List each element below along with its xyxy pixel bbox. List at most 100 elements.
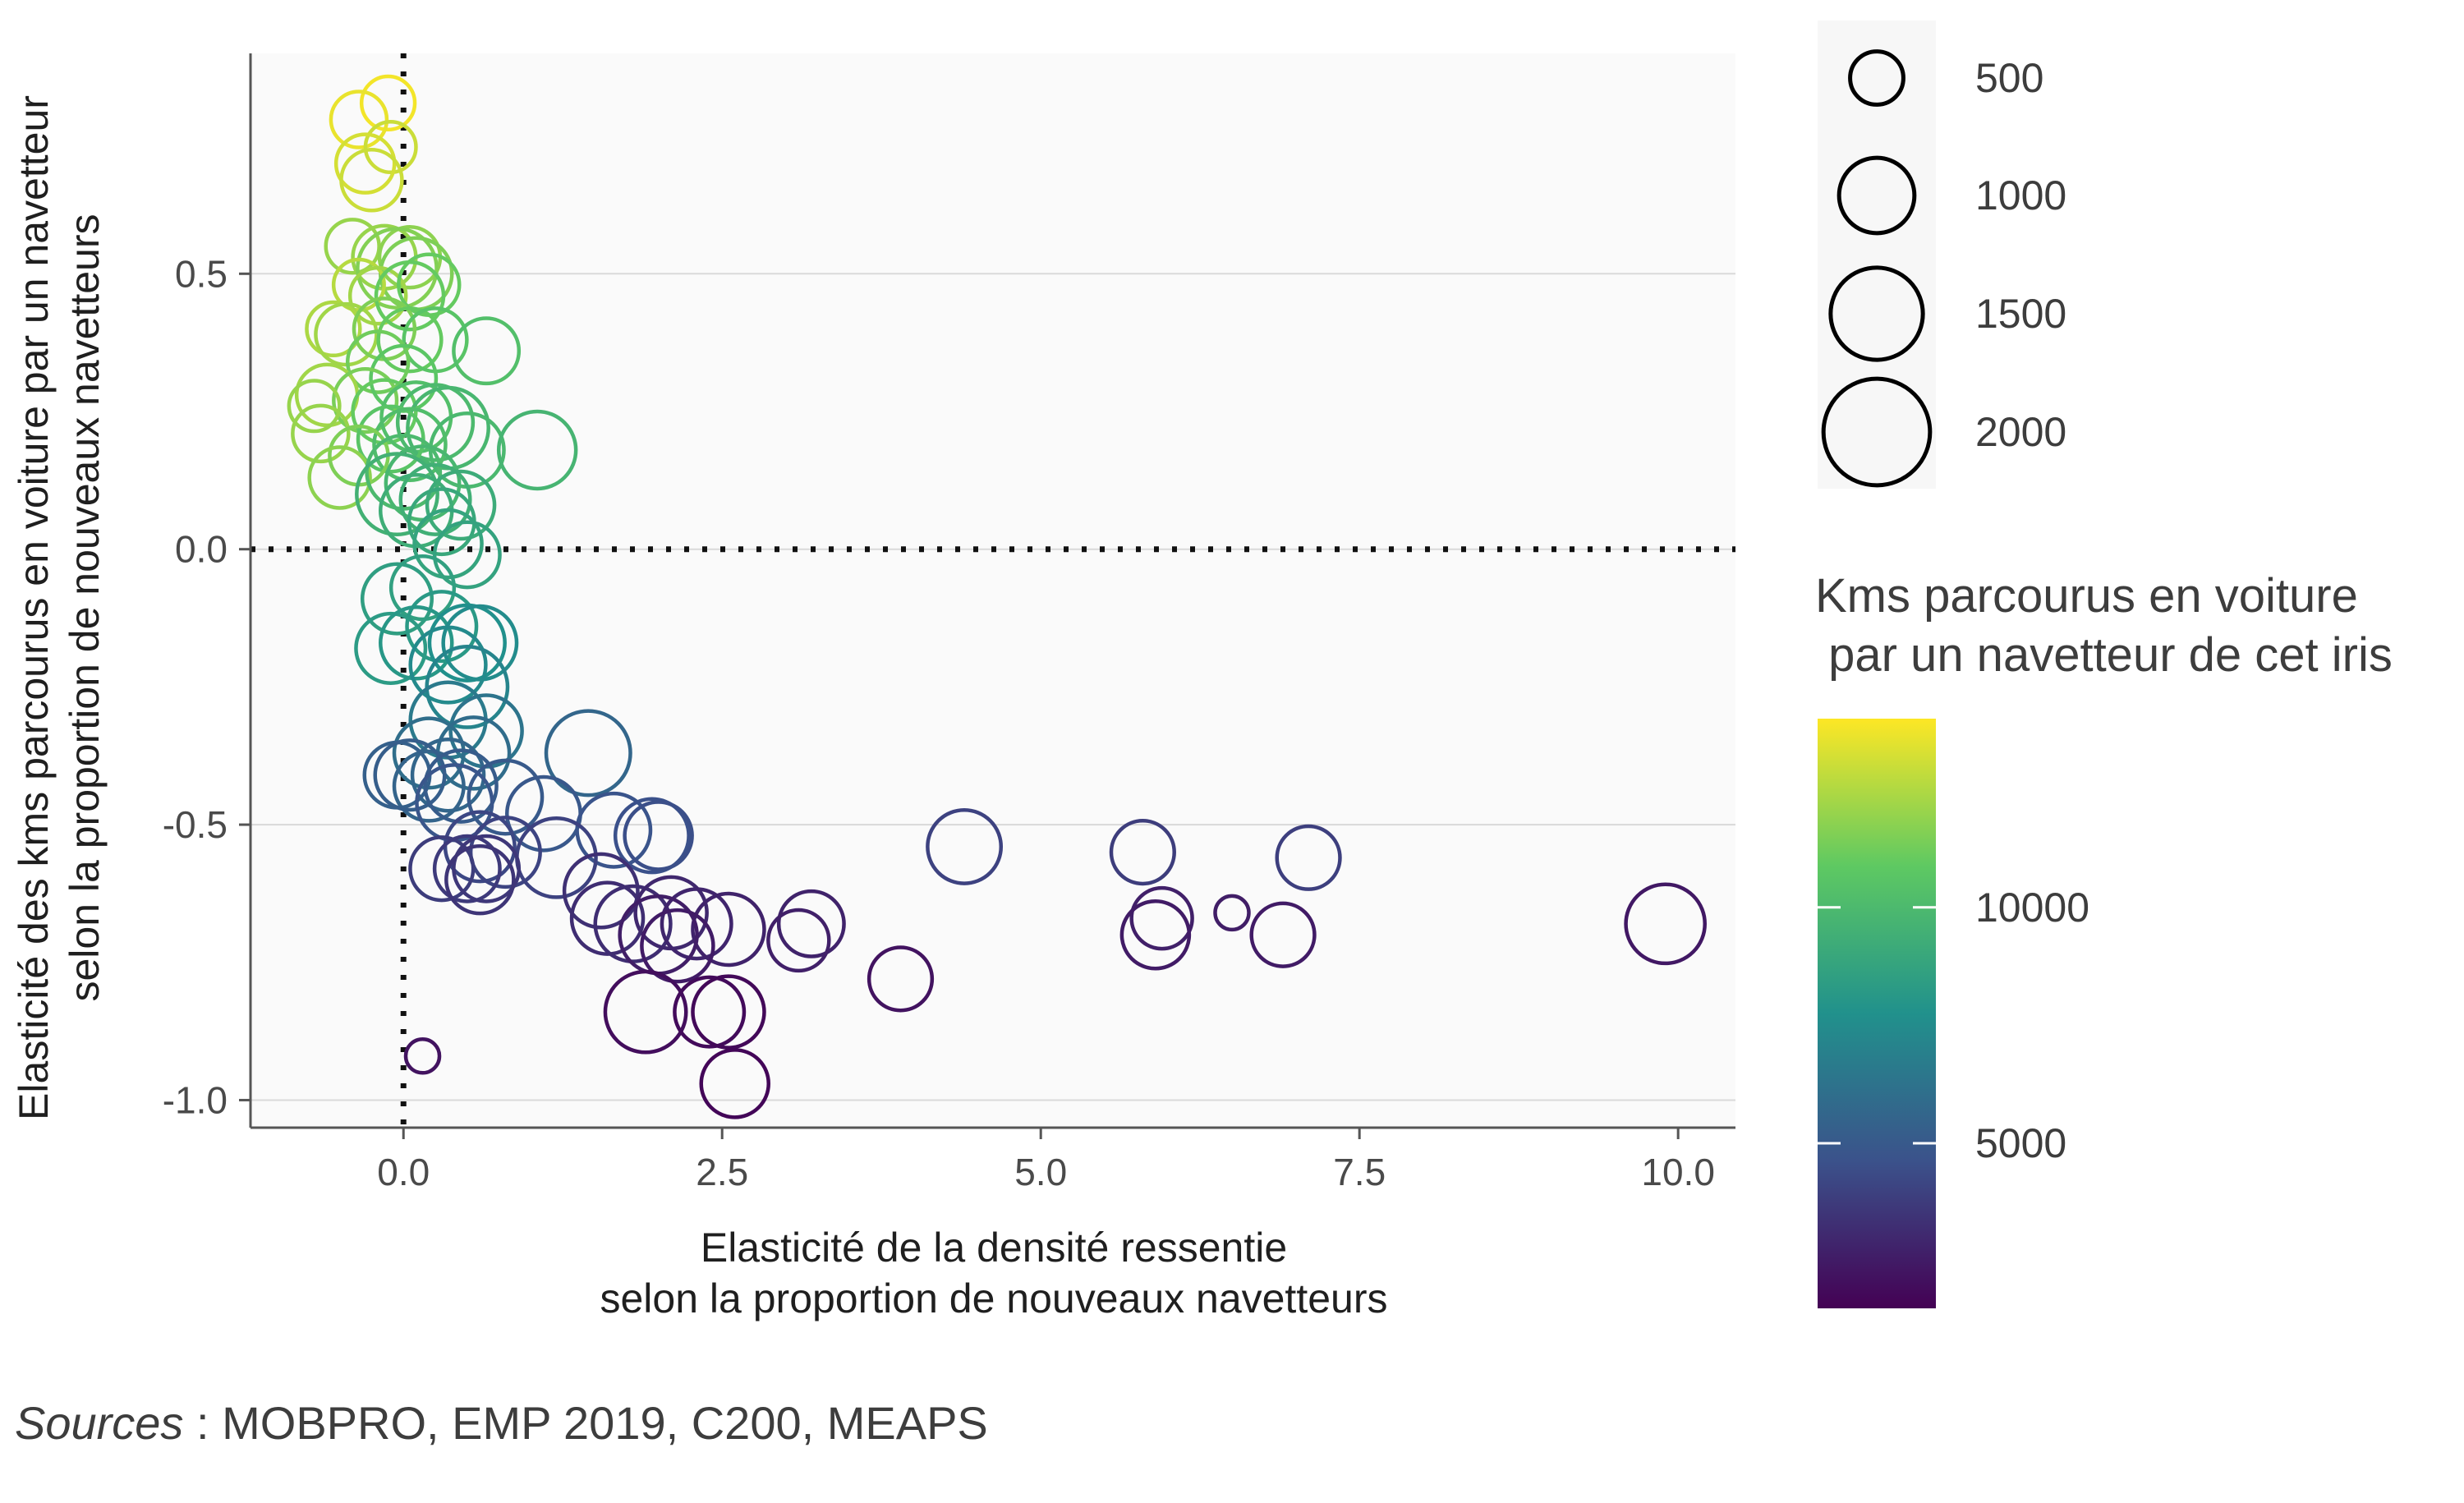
data-point: [444, 843, 516, 916]
plot-panel: [251, 53, 1735, 1128]
sources-label: Sources: [15, 1397, 184, 1449]
data-point: [603, 969, 688, 1055]
data-point: [699, 1048, 770, 1119]
y-axis-title: Elasticité des kms parcourus en voiture …: [8, 41, 115, 1174]
size-legend-panel: [1818, 21, 1936, 489]
data-point: [376, 306, 444, 374]
data-point: [408, 625, 488, 705]
x-tick-label: 2.5: [696, 1151, 748, 1193]
data-point: [372, 407, 448, 482]
data-point: [640, 908, 715, 984]
y-tick-label: 0.0: [175, 528, 228, 571]
data-point: [332, 366, 399, 434]
data-point: [432, 520, 502, 590]
data-point: [1213, 894, 1251, 932]
data-point: [354, 611, 428, 685]
data-point: [1275, 824, 1342, 891]
size-legend-label: 2000: [1975, 409, 2066, 455]
size-legend-circle: [1821, 376, 1933, 488]
data-point: [345, 329, 411, 394]
data-point: [427, 603, 507, 683]
data-point: [575, 791, 653, 869]
data-point: [1624, 882, 1707, 966]
data-point: [398, 462, 472, 536]
data-point: [392, 749, 466, 823]
x-axis-title: Elasticité de la densité ressentie selon…: [460, 1222, 1528, 1324]
data-point: [363, 120, 418, 175]
x-axis-title-line-1: Elasticité de la densité ressentie: [700, 1225, 1288, 1271]
data-point: [405, 590, 479, 664]
data-point: [360, 562, 434, 636]
data-point: [452, 316, 522, 386]
data-point: [562, 852, 640, 930]
size-legend-label: 500: [1975, 55, 2043, 101]
data-point: [412, 508, 484, 580]
y-tick-label: -0.5: [163, 803, 228, 846]
axes: -1.0 -0.5 0.0 0.5 0.0 2.5 5.0 7.5 10.0: [163, 53, 1735, 1193]
data-point: [307, 445, 372, 510]
data-point: [569, 880, 646, 956]
data-point: [926, 807, 1004, 885]
data-point: [425, 469, 497, 541]
data-point: [623, 800, 694, 871]
size-legend-circle: [1848, 49, 1905, 107]
scatter-points: [287, 74, 1707, 1119]
data-point: [468, 816, 542, 889]
data-point: [374, 260, 446, 332]
data-point: [287, 379, 342, 434]
data-point: [432, 834, 502, 903]
x-axis-title-line-2: selon la proportion de nouveaux navetteu…: [600, 1275, 1388, 1321]
data-point: [291, 403, 351, 464]
data-point: [408, 835, 476, 903]
data-point: [423, 748, 499, 824]
data-point: [766, 908, 831, 973]
data-point: [660, 887, 733, 961]
size-legend-label: 1000: [1975, 172, 2066, 218]
color-legend-title: Kms parcourus en voiture par un navetteu…: [1815, 569, 2393, 682]
data-point: [1129, 885, 1194, 951]
x-tick-label: 5.0: [1014, 1151, 1067, 1193]
data-point: [388, 554, 457, 622]
data-point: [379, 604, 454, 681]
data-point: [333, 132, 397, 195]
size-legend-circle: [1828, 265, 1925, 362]
colorbar: [1818, 719, 1936, 1308]
data-point: [359, 74, 417, 132]
y-axis-title-line-2: selon la proportion de nouveaux navetteu…: [62, 214, 108, 1002]
data-point: [691, 974, 766, 1050]
data-point: [324, 218, 381, 275]
data-point: [329, 90, 389, 149]
data-point: [355, 452, 439, 537]
data-point: [691, 891, 766, 968]
colorbar-tick-label: 5000: [1975, 1120, 2066, 1166]
data-point: [544, 709, 632, 797]
data-point: [613, 797, 691, 875]
data-point: [373, 738, 447, 812]
x-tick-label: 10.0: [1641, 1151, 1715, 1193]
data-point: [1119, 899, 1192, 971]
data-point: [673, 975, 747, 1049]
x-tick-label: 7.5: [1333, 1151, 1386, 1193]
data-point: [403, 1037, 442, 1075]
y-tick-label: 0.5: [175, 252, 228, 295]
data-point: [1249, 901, 1317, 968]
y-axis-title-line-1: Elasticité des kms parcourus en voiture …: [11, 95, 57, 1120]
data-point: [441, 604, 519, 682]
data-point: [1109, 819, 1176, 886]
data-point: [496, 409, 578, 491]
data-point: [395, 383, 476, 462]
data-point: [356, 227, 439, 310]
data-point: [305, 300, 362, 358]
x-tick-label: 0.0: [377, 1151, 430, 1193]
data-point: [867, 945, 935, 1013]
color-legend: 5000 10000: [1818, 719, 2089, 1308]
data-point: [467, 758, 545, 836]
size-legend: 500 1000 1500 2000: [1818, 21, 2066, 489]
reference-lines: [251, 53, 1735, 1128]
data-point: [356, 404, 425, 474]
y-tick-label: -1.0: [163, 1078, 228, 1121]
sources-note: Sources : MOBPRO, EMP 2019, C200, MEAPS: [15, 1396, 988, 1450]
colorbar-tick-label: 10000: [1975, 885, 2089, 931]
data-point: [776, 889, 846, 958]
data-point: [347, 265, 408, 326]
